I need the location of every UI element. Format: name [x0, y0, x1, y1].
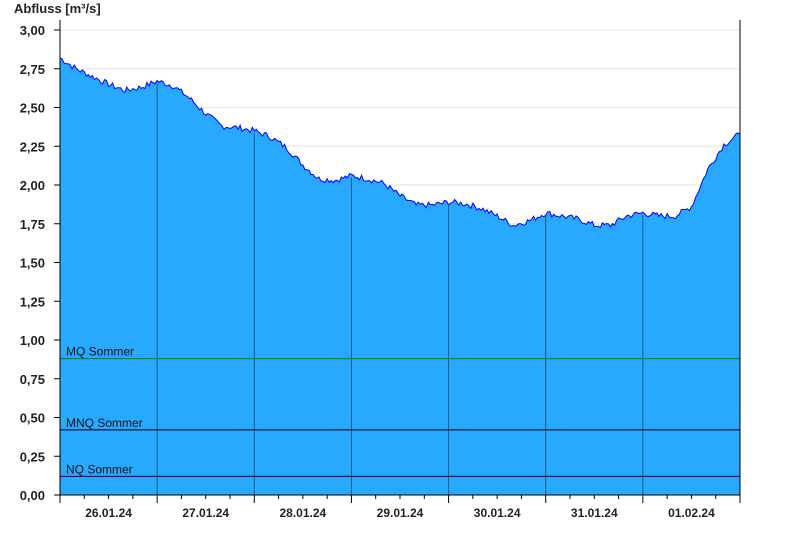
x-tick-label: 26.01.24: [85, 506, 132, 520]
y-tick-label: 0,25: [20, 449, 45, 464]
y-tick-label: 0,50: [20, 411, 45, 426]
discharge-line: [59, 57, 741, 229]
reference-line-label: MNQ Sommer: [66, 416, 143, 430]
y-tick-label: 3,00: [20, 23, 45, 38]
y-tick-label: 2,00: [20, 178, 45, 193]
x-tick-label: 29.01.24: [377, 506, 424, 520]
y-tick-label: 2,75: [20, 62, 45, 77]
y-tick-label: 0,75: [20, 372, 45, 387]
x-tick-label: 27.01.24: [182, 506, 229, 520]
y-axis-label: Abfluss [m³/s]: [14, 1, 101, 16]
y-tick-label: 2,25: [20, 139, 45, 154]
y-tick-label: 1,75: [20, 217, 45, 232]
x-tick-label: 30.01.24: [474, 506, 521, 520]
reference-line-label: NQ Sommer: [66, 462, 133, 476]
discharge-area: [60, 58, 740, 495]
y-tick-label: 1,25: [20, 294, 45, 309]
reference-line-label: MQ Sommer: [66, 345, 134, 359]
x-tick-label: 31.01.24: [571, 506, 618, 520]
y-tick-label: 1,00: [20, 333, 45, 348]
x-tick-label: 28.01.24: [279, 506, 326, 520]
y-tick-label: 1,50: [20, 256, 45, 271]
y-tick-label: 0,00: [20, 488, 45, 503]
y-tick-label: 2,50: [20, 101, 45, 116]
x-tick-label: 01.02.24: [668, 506, 715, 520]
